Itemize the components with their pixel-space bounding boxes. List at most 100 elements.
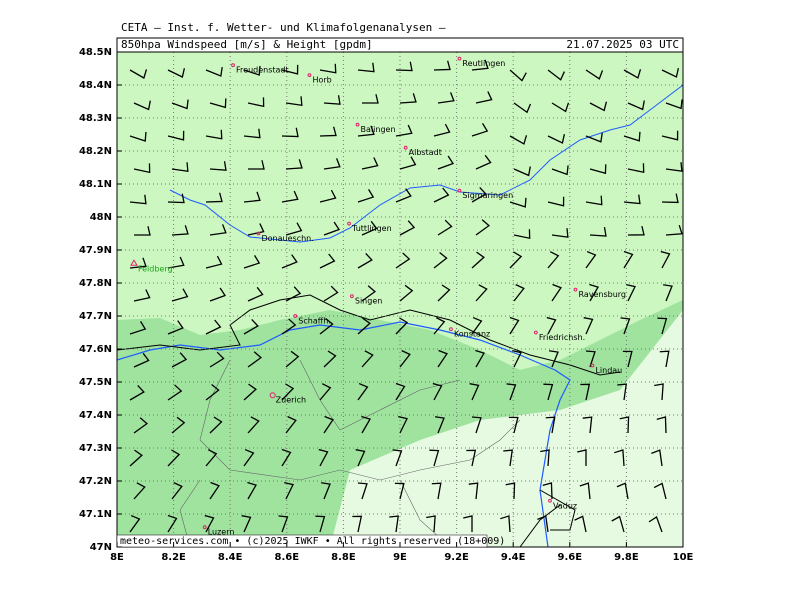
wind-barb — [247, 97, 265, 108]
place-marker — [347, 221, 351, 226]
wind-barb — [623, 69, 642, 79]
wind-barb — [134, 226, 151, 236]
place-label: Ravensburg — [578, 290, 626, 299]
wind-barb — [648, 515, 663, 533]
border — [179, 359, 521, 547]
wind-barb — [133, 289, 151, 302]
wind-barb — [620, 317, 631, 335]
wind-barb — [209, 224, 227, 236]
wind-barb — [663, 284, 673, 302]
wind-barb — [399, 220, 416, 236]
wind-barb — [209, 161, 227, 171]
wind-barb — [209, 416, 223, 434]
y-tick-label: 47.2N — [79, 476, 112, 487]
wind-barb — [323, 95, 341, 105]
wind-barb — [243, 128, 261, 139]
place-marker — [355, 122, 360, 127]
wind-barb — [285, 159, 303, 170]
wind-barb — [432, 382, 443, 401]
wind-barb — [355, 449, 366, 467]
wind-barb — [660, 250, 671, 269]
wind-barb — [285, 350, 300, 368]
y-tick-label: 48.2N — [79, 146, 112, 157]
place-marker — [130, 259, 138, 266]
y-tick-label: 47.3N — [79, 443, 112, 454]
wind-barb — [129, 194, 147, 205]
wind-barb — [285, 222, 303, 236]
wind-barb — [243, 383, 257, 401]
wind-barb — [171, 482, 183, 500]
wind-barb — [361, 220, 378, 236]
x-tick-label: 9.8E — [614, 552, 639, 563]
x-tick-label: 8.4E — [218, 552, 243, 563]
wind-barb — [129, 69, 148, 79]
y-tick-label: 48.4N — [79, 80, 112, 91]
wind-barb — [319, 383, 332, 401]
y-tick-label: 48N — [90, 212, 112, 223]
wind-barb — [665, 224, 683, 236]
wind-barb — [546, 316, 557, 335]
wind-barb — [129, 257, 147, 269]
y-tick-label: 48.5N — [79, 47, 112, 58]
x-tick-label: 9.4E — [501, 552, 526, 563]
wind-barb — [513, 166, 531, 177]
wind-barb — [627, 163, 645, 174]
wind-barb — [205, 255, 223, 269]
wind-barb — [589, 101, 608, 112]
wind-barb — [171, 352, 188, 368]
y-tick-label: 47.5N — [79, 377, 112, 388]
x-tick-label: 8.2E — [161, 552, 186, 563]
wind-barb — [243, 191, 261, 203]
wind-barb — [437, 284, 451, 302]
wind-barb — [399, 350, 411, 368]
place-label: Lindau — [595, 366, 622, 375]
wind-barb — [617, 383, 627, 401]
place-marker — [269, 392, 276, 399]
wind-barb — [665, 162, 683, 172]
wind-barb — [352, 515, 363, 533]
wind-barb — [398, 415, 408, 434]
wind-barb — [357, 482, 368, 500]
wind-barb — [167, 256, 185, 269]
y-tick-label: 48.3N — [79, 113, 112, 124]
wind-barb — [589, 227, 607, 237]
wind-barb — [133, 163, 151, 174]
wind-barb — [437, 219, 453, 236]
wind-barb — [435, 416, 445, 434]
wind-barb — [503, 449, 513, 467]
wind-barb — [281, 254, 298, 269]
wind-barb — [433, 60, 451, 71]
wind-barb — [665, 99, 683, 110]
wind-barb — [281, 383, 295, 401]
wind-barb — [579, 482, 591, 500]
wind-barb — [167, 449, 181, 467]
wind-barb — [661, 130, 679, 141]
wind-barb — [513, 229, 531, 240]
wind-barb — [319, 253, 336, 269]
wind-barb — [619, 416, 630, 434]
wind-barb — [357, 189, 375, 203]
x-tick-label: 8.6E — [275, 552, 300, 563]
wind-barb — [362, 94, 379, 104]
border — [117, 294, 621, 547]
place-label: Reutlingen — [462, 59, 505, 68]
wind-barb — [627, 225, 645, 236]
place-marker — [449, 327, 453, 332]
wind-barb — [281, 64, 299, 75]
wind-barb — [361, 350, 374, 368]
wind-barb — [475, 349, 485, 368]
y-tick-label: 47.4N — [79, 410, 112, 421]
place-marker — [349, 294, 354, 299]
place-marker — [573, 287, 578, 292]
wind-barb — [395, 61, 413, 72]
wind-barb — [129, 514, 141, 533]
wind-barb — [431, 482, 442, 500]
wind-barb — [167, 193, 185, 204]
wind-barb — [654, 383, 664, 401]
wind-barb — [243, 448, 255, 467]
wind-barb — [657, 317, 668, 335]
institute: CETA – Inst. f. Wetter- und Klimafolgena… — [121, 21, 446, 34]
wind-barb — [505, 482, 516, 500]
wind-barb — [395, 252, 411, 269]
wind-barb — [247, 416, 260, 434]
